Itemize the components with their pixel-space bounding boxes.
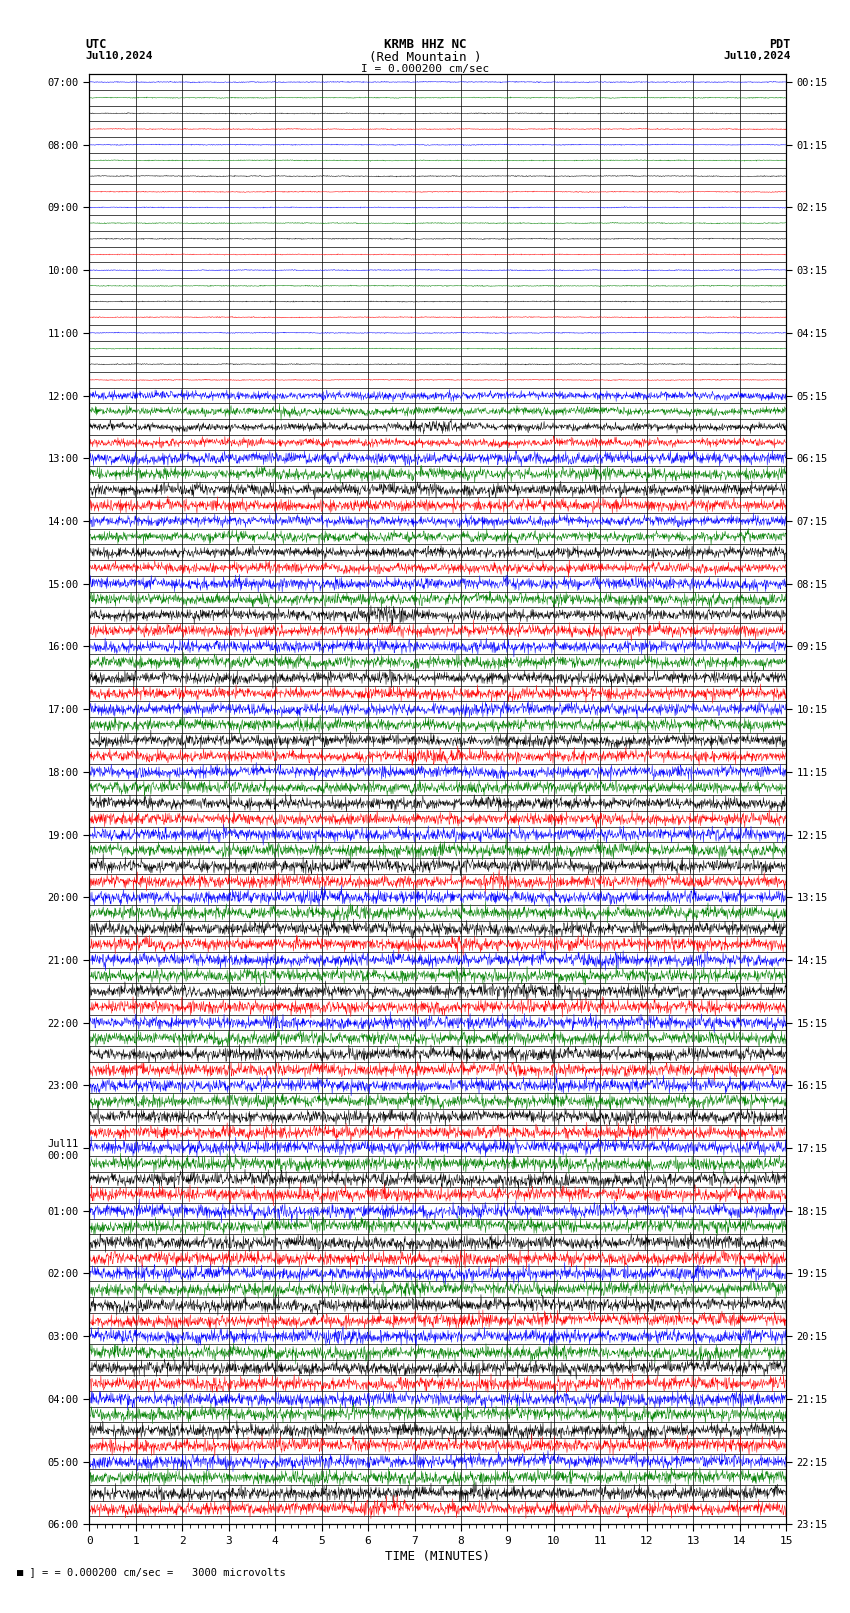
Text: I = 0.000200 cm/sec: I = 0.000200 cm/sec	[361, 65, 489, 74]
Text: PDT: PDT	[769, 37, 790, 52]
Text: KRMB HHZ NC: KRMB HHZ NC	[383, 37, 467, 52]
Text: (Red Mountain ): (Red Mountain )	[369, 50, 481, 65]
Text: UTC: UTC	[85, 37, 106, 52]
Text: ■ ] = = 0.000200 cm/sec =   3000 microvolts: ■ ] = = 0.000200 cm/sec = 3000 microvolt…	[17, 1568, 286, 1578]
Text: Jul10,2024: Jul10,2024	[85, 50, 152, 61]
Text: Jul10,2024: Jul10,2024	[723, 50, 791, 61]
X-axis label: TIME (MINUTES): TIME (MINUTES)	[385, 1550, 490, 1563]
